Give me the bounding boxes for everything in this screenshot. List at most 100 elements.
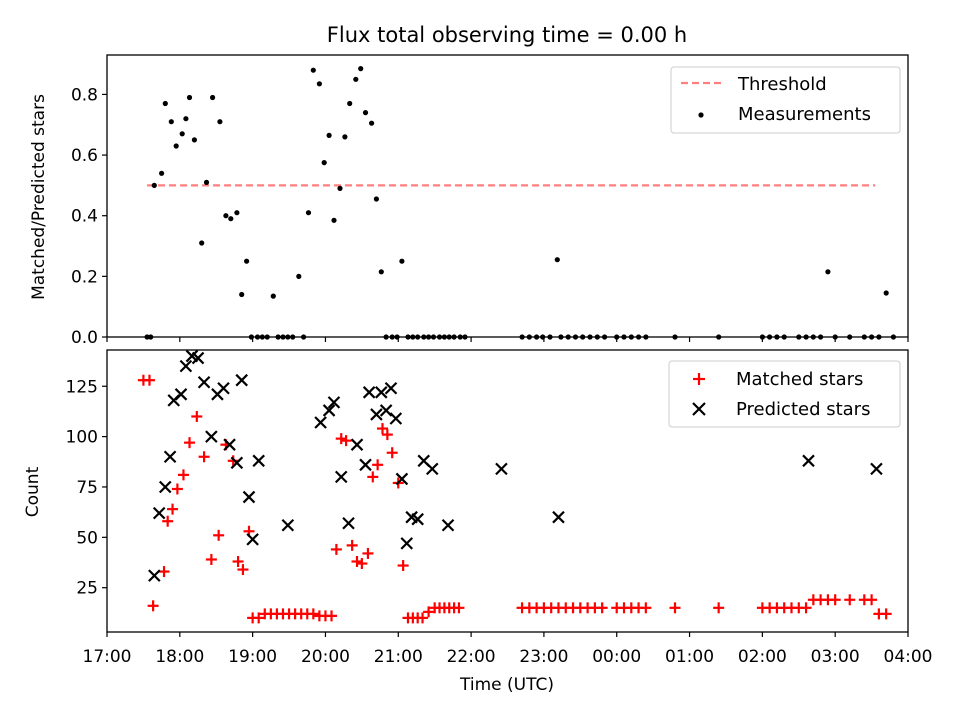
matched-star-point bbox=[232, 556, 244, 567]
measurement-point bbox=[347, 100, 353, 107]
predicted-star-point bbox=[350, 438, 364, 451]
matched-star-point bbox=[340, 435, 352, 447]
predicted-star-point bbox=[384, 381, 398, 395]
predicted-star-point bbox=[163, 450, 177, 464]
measurement-point bbox=[326, 132, 332, 138]
measurement-point bbox=[228, 216, 234, 222]
measurement-point bbox=[554, 257, 560, 263]
matched-star-point bbox=[191, 410, 203, 422]
predicted-star-point bbox=[252, 454, 265, 468]
predicted-star-point bbox=[495, 462, 508, 476]
measurement-point bbox=[296, 273, 302, 279]
measurement-point bbox=[210, 94, 216, 101]
measurement-point bbox=[369, 120, 375, 126]
matched-star-point bbox=[177, 469, 189, 481]
matched-star-point bbox=[227, 455, 239, 467]
matched-star-point bbox=[417, 612, 429, 624]
bottom-x-tick-label: 04:00 bbox=[884, 647, 933, 667]
legend-predicted-swatch bbox=[692, 402, 706, 416]
matched-star-point bbox=[596, 602, 608, 614]
measurement-point bbox=[223, 213, 229, 219]
bottom-ylabel: Count bbox=[23, 466, 43, 517]
measurement-point bbox=[173, 143, 179, 149]
matched-star-point bbox=[866, 594, 878, 606]
measurement-point bbox=[331, 217, 337, 223]
predicted-star-point bbox=[342, 516, 355, 530]
predicted-star-point bbox=[389, 412, 403, 425]
bottom-legend: Matched stars Predicted stars bbox=[668, 360, 901, 428]
top-axes-frame bbox=[106, 54, 909, 338]
matched-star-point bbox=[423, 606, 435, 618]
measurement-point bbox=[203, 179, 210, 185]
matched-star-point bbox=[335, 433, 347, 445]
measurement-point bbox=[316, 81, 322, 87]
measurement-point bbox=[270, 293, 276, 299]
matched-star-point bbox=[162, 515, 174, 527]
bottom-y-ticks: 25 50 75 100 125 bbox=[66, 377, 107, 599]
matched-star-point bbox=[198, 451, 210, 463]
matched-star-point bbox=[171, 483, 183, 495]
top-y-tick-label: 0.2 bbox=[71, 267, 98, 287]
measurement-point bbox=[321, 160, 327, 166]
matched-star-point bbox=[376, 423, 388, 435]
bottom-x-tick-label: 01:00 bbox=[665, 647, 714, 667]
predicted-star-point bbox=[314, 416, 327, 429]
bottom-x-tick-label: 18:00 bbox=[155, 647, 204, 667]
predicted-star-point bbox=[441, 518, 455, 532]
matched-star-point bbox=[362, 547, 374, 559]
predicted-star-point bbox=[242, 490, 256, 504]
predicted-star-point bbox=[246, 533, 259, 546]
top-y-ticks: 0.0 0.2 0.4 0.6 0.8 bbox=[71, 85, 107, 348]
predicted-star-point bbox=[359, 458, 372, 472]
top-y-tick-label: 0.4 bbox=[71, 207, 98, 227]
measurement-point bbox=[362, 110, 369, 116]
bottom-y-tick-label: 125 bbox=[66, 377, 98, 397]
matched-star-point bbox=[372, 459, 384, 471]
measurement-point bbox=[342, 134, 348, 140]
predicted-star-point bbox=[205, 430, 218, 443]
measurement-point bbox=[373, 196, 379, 202]
predicted-star-point bbox=[400, 537, 414, 550]
bottom-y-tick-label: 100 bbox=[66, 428, 98, 448]
matched-star-point bbox=[351, 556, 363, 567]
predicted-star-point bbox=[425, 462, 439, 476]
bottom-legend-box bbox=[668, 360, 901, 428]
measurement-point bbox=[234, 210, 240, 216]
matched-star-point bbox=[880, 608, 892, 620]
measurement-point bbox=[217, 119, 223, 125]
predicted-star-point bbox=[235, 373, 248, 387]
measurement-point bbox=[378, 269, 384, 275]
matched-star-point bbox=[800, 602, 812, 614]
matched-star-point bbox=[453, 602, 465, 614]
measurement-point bbox=[399, 258, 405, 264]
bottom-x-tick-label: 23:00 bbox=[519, 647, 568, 667]
matched-star-point bbox=[640, 602, 652, 614]
top-legend-box bbox=[670, 66, 901, 134]
top-y-tick-label: 0.6 bbox=[71, 146, 98, 166]
matched-star-point bbox=[213, 529, 225, 541]
predicted-star-point bbox=[148, 569, 161, 582]
matched-star-point bbox=[367, 471, 379, 483]
predicted-star-point bbox=[152, 506, 166, 520]
legend-predicted-label: Predicted stars bbox=[736, 399, 870, 420]
matched-star-point bbox=[307, 608, 319, 620]
matched-star-point bbox=[381, 429, 393, 441]
bottom-x-tick-label: 00:00 bbox=[592, 647, 641, 667]
measurement-point bbox=[825, 269, 831, 275]
measurement-point bbox=[179, 131, 185, 137]
bottom-y-tick-label: 75 bbox=[76, 478, 98, 498]
top-title: Flux total observing time = 0.00 h bbox=[327, 23, 687, 47]
measurement-point bbox=[244, 258, 250, 264]
predicted-star-point bbox=[174, 388, 188, 401]
measurement-point bbox=[191, 137, 197, 143]
matched-star-point bbox=[147, 600, 159, 612]
matched-star-point bbox=[844, 594, 856, 606]
measurement-point bbox=[199, 240, 205, 246]
predicted-star-point bbox=[281, 518, 295, 532]
bottom-y-tick-label: 25 bbox=[76, 579, 98, 599]
predicted-star-point bbox=[802, 454, 815, 468]
bottom-xlabel: Time (UTC) bbox=[459, 675, 554, 695]
measurement-point bbox=[186, 94, 193, 101]
measurement-point bbox=[151, 182, 157, 188]
